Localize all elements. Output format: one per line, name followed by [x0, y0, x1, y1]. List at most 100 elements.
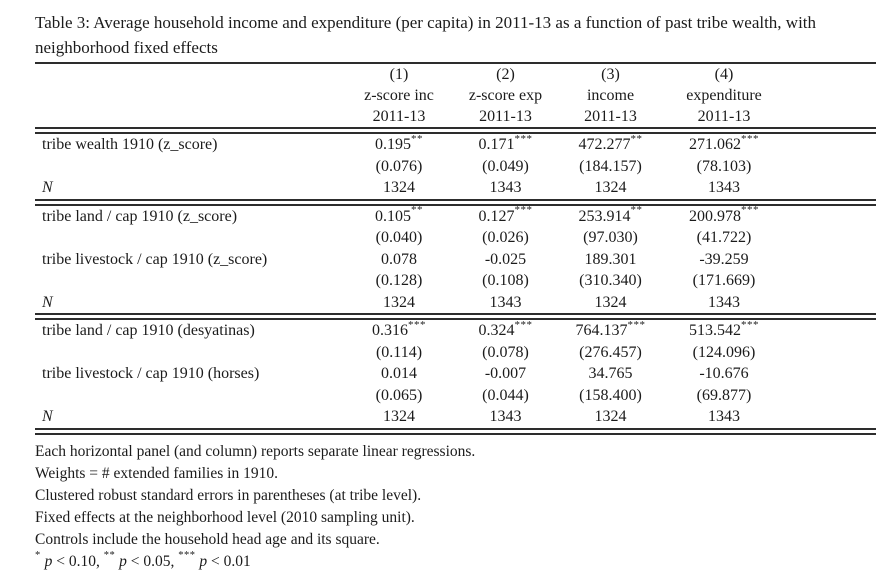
- table-cell: 1324: [558, 406, 663, 428]
- cell-value: 1324: [594, 293, 627, 311]
- cell-value: 0.171: [478, 136, 515, 153]
- note-segment: < 0.01: [207, 552, 251, 570]
- cell-value: (171.669): [692, 272, 756, 289]
- cell-value: 764.137: [575, 322, 628, 339]
- column-year: 2011-13: [372, 108, 426, 125]
- table-cell: 472.277**: [558, 133, 663, 156]
- significance-stars: ***: [741, 318, 759, 331]
- table-cell: 1343: [663, 406, 785, 428]
- table-cell: (310.340): [558, 270, 663, 292]
- cell-value: (0.049): [482, 157, 529, 175]
- cell-value: 0.014: [381, 365, 417, 382]
- note-segment: Controls include the household head age …: [35, 530, 380, 548]
- spacer: [785, 85, 876, 106]
- panel-rule: [35, 427, 876, 435]
- cell-value: (78.103): [696, 157, 752, 175]
- table-cell: -0.007: [453, 363, 558, 385]
- column-number: (1): [389, 66, 409, 83]
- cell-value: -0.007: [484, 365, 527, 382]
- row-label: N: [42, 179, 53, 196]
- table-cell: (41.722): [663, 227, 785, 249]
- table-cell: 200.978***: [663, 204, 785, 228]
- spacer: [785, 156, 876, 178]
- table-row: tribe wealth 1910 (z_score) 0.195** 0.171*…: [35, 132, 876, 156]
- column-number: (3): [601, 66, 620, 83]
- table-note: Controls include the household head age …: [35, 529, 876, 551]
- table-notes: Each horizontal panel (and column) repor…: [35, 441, 876, 572]
- table-cell: (0.108): [453, 270, 558, 292]
- table-cell: 189.301: [558, 249, 663, 271]
- column-year: 2011-13: [697, 108, 751, 125]
- table-cell: 0.127***: [453, 205, 558, 228]
- table-cell: (0.128): [345, 270, 453, 292]
- table-cell: 1324: [345, 177, 453, 199]
- table-cell: 1324: [345, 406, 453, 428]
- table-note: * p < 0.10, ** p < 0.05, *** p < 0.01: [35, 551, 876, 572]
- table-cell: -39.259: [663, 249, 785, 271]
- cell-value: 1343: [489, 293, 522, 311]
- spacer: [785, 385, 876, 407]
- table-cell: 1343: [663, 177, 785, 199]
- spacer: [785, 106, 876, 127]
- spacer: [785, 64, 876, 85]
- table-row: N 1324 1343 1324 1343: [35, 406, 876, 428]
- column-name: expenditure: [686, 87, 762, 104]
- cell-value: 1324: [594, 179, 627, 196]
- table-top-rule: [35, 62, 876, 64]
- table-cell: (0.076): [345, 156, 453, 178]
- table-cell: 1324: [558, 177, 663, 199]
- cell-value: (0.128): [375, 272, 423, 289]
- cell-value: (0.026): [482, 229, 529, 246]
- note-segment: p: [199, 552, 208, 570]
- row-label: tribe livestock / cap 1910 (horses): [42, 365, 260, 382]
- table-row: (0.040) (0.026) (97.030) (41.722): [35, 227, 876, 249]
- spacer: [785, 249, 876, 271]
- cell-value: (124.096): [692, 343, 756, 361]
- column-number: (2): [496, 66, 515, 83]
- cell-value: (0.044): [482, 386, 529, 404]
- spacer: [785, 320, 876, 342]
- cell-value: (41.722): [696, 229, 752, 246]
- row-label: [35, 85, 345, 106]
- spacer: [785, 177, 876, 199]
- significance-stars: ***: [741, 204, 759, 217]
- cell-value: 0.105: [375, 207, 411, 225]
- significance-stars: ***: [514, 132, 533, 145]
- note-segment: Clustered robust standard errors in pare…: [35, 486, 422, 504]
- column-year: 2011-13: [584, 108, 637, 125]
- spacer: [785, 134, 876, 156]
- cell-value: 0.316: [372, 322, 408, 339]
- row-label: N: [42, 293, 53, 311]
- table-cell: 0.171***: [453, 132, 558, 156]
- regression-table: (1) (2) (3) (4) z-score inc z-score exp income…: [35, 62, 876, 572]
- cell-value: (0.065): [375, 386, 423, 404]
- table-cell: 1324: [345, 292, 453, 314]
- row-label: [35, 106, 345, 127]
- row-label: [35, 385, 345, 407]
- table-cell: (184.157): [558, 156, 663, 178]
- note-segment: **: [103, 550, 116, 562]
- table-note: Weights = # extended families in 1910.: [35, 463, 876, 485]
- table-cell: 0.324***: [453, 319, 558, 342]
- table-cell: (171.669): [663, 270, 785, 292]
- row-label: N: [42, 408, 53, 425]
- cell-value: 34.765: [588, 365, 633, 382]
- cell-value: 1324: [383, 408, 415, 425]
- table-cell: 34.765: [558, 363, 663, 385]
- cell-value: 1343: [708, 293, 740, 311]
- cell-value: (0.114): [375, 343, 423, 361]
- cell-value: (0.040): [375, 229, 423, 246]
- cell-value: 200.978: [689, 207, 741, 225]
- table-note: Fixed effects at the neighborhood level …: [35, 507, 876, 529]
- header-row: z-score inc z-score exp income expenditure: [35, 85, 876, 106]
- panel-rule: [35, 198, 876, 206]
- row-label: [35, 64, 345, 85]
- spacer: [785, 406, 876, 428]
- row-label: tribe livestock / cap 1910 (z_score): [42, 250, 268, 268]
- table-cell: (0.114): [345, 342, 453, 364]
- header-row: (1) (2) (3) (4): [35, 64, 876, 85]
- table-cell: (0.049): [453, 156, 558, 178]
- note-segment: Weights = # extended families in 1910.: [35, 464, 278, 482]
- row-label: tribe land / cap 1910 (z_score): [42, 207, 238, 225]
- cell-value: 0.324: [478, 322, 515, 339]
